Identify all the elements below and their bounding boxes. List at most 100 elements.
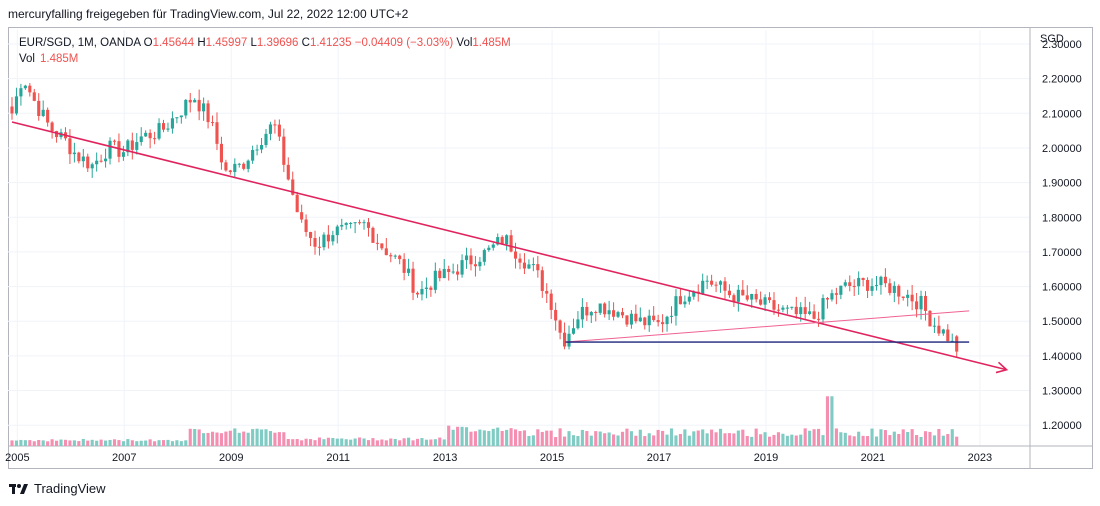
volume-bar [153,441,157,446]
candle-body [170,118,174,129]
candle-body [594,312,598,314]
candle-body [603,303,607,315]
candle-body [104,158,108,162]
volume-bar [790,434,794,446]
candle-body [188,99,192,103]
volume-bar [255,428,259,446]
candle-body [585,306,589,316]
y-tick-label: 2.10000 [1042,108,1082,120]
low-value: 1.39696 [256,37,299,49]
candle-body [255,149,259,151]
candle-body [794,306,798,315]
volume-bar [888,435,892,446]
volume-bar [781,433,785,446]
volume-bar [81,438,85,446]
volume-bar [852,436,856,446]
volume-bar [389,438,393,446]
volume-bar [589,435,593,446]
x-tick-label: 2013 [433,452,457,464]
volume-bar [652,435,656,446]
volume-bar [37,439,41,446]
volume-bar [915,435,919,446]
candle-body [268,124,273,134]
candle-body [580,306,584,320]
candle-body [558,320,562,333]
candle-body [331,235,335,242]
candle-body [745,295,749,300]
candle-body [335,226,339,236]
candle-body [785,307,789,309]
candle-body [242,163,246,169]
candle-body [647,315,651,326]
candle-body [77,152,81,162]
vol-inline-value: 1.485M [472,37,511,49]
candle-body [901,296,905,298]
volume-bar [380,439,384,446]
candle-body [456,271,460,275]
volume-bar [821,435,825,446]
volume-bar [563,436,567,446]
volume-bar [674,435,678,446]
candle-body [451,271,455,273]
volume-bar [763,432,767,446]
tradingview-footer[interactable]: TradingView [9,481,106,496]
candle-body [487,247,491,251]
candle-body [184,99,188,116]
candle-body [389,255,393,257]
candle-body [830,293,834,300]
candle-body [687,296,691,302]
candle-body [888,283,892,293]
volume-bar [63,439,68,446]
volume-label[interactable]: Vol [19,53,35,65]
vol-inline-label: Vol [456,37,473,49]
volume-bar [228,430,232,446]
volume-bar [206,432,210,446]
candle-body [678,296,682,305]
candle-body [429,287,433,290]
volume-bar [50,439,54,446]
candle-body [866,279,870,291]
volume-bar [567,431,571,446]
candle-body [674,296,678,316]
symbol-label[interactable]: EUR/SGD, 1M, OANDA [19,37,141,49]
candle-body [781,307,785,310]
volume-bar [554,437,558,446]
candle-body [612,310,616,317]
candle-body [340,224,344,227]
candle-body [589,312,593,316]
candle-body [353,222,357,224]
candle-body [509,235,513,252]
close-label: C [301,37,310,49]
volume-bar [576,436,580,446]
volume-bar [464,427,469,446]
candle-body [358,222,362,224]
volume-bar [157,440,161,446]
volume-bar [759,434,763,446]
candle-body [210,122,215,124]
candle-body [937,325,941,334]
candle-body [531,264,535,266]
candle-body [705,280,709,282]
volume-bar [491,428,495,446]
volume-bar [750,436,754,446]
volume-bar [460,426,464,446]
volume-bar [767,436,772,446]
volume-bar [126,439,130,446]
candle-body [910,294,914,302]
candle-body [710,280,714,285]
candle-body [652,315,656,321]
volume-bar [384,440,388,446]
volume-bar [482,430,486,446]
candle-body [313,237,317,247]
volume-bar [402,438,406,446]
volume-bar [148,439,152,446]
candle-body [371,227,375,243]
candle-body [166,128,170,130]
candle-body [295,194,299,213]
volume-bar [326,437,330,446]
candle-body [763,297,767,305]
volume-bar [500,430,504,446]
volume-bar [580,429,584,446]
volume-bar [10,440,14,446]
